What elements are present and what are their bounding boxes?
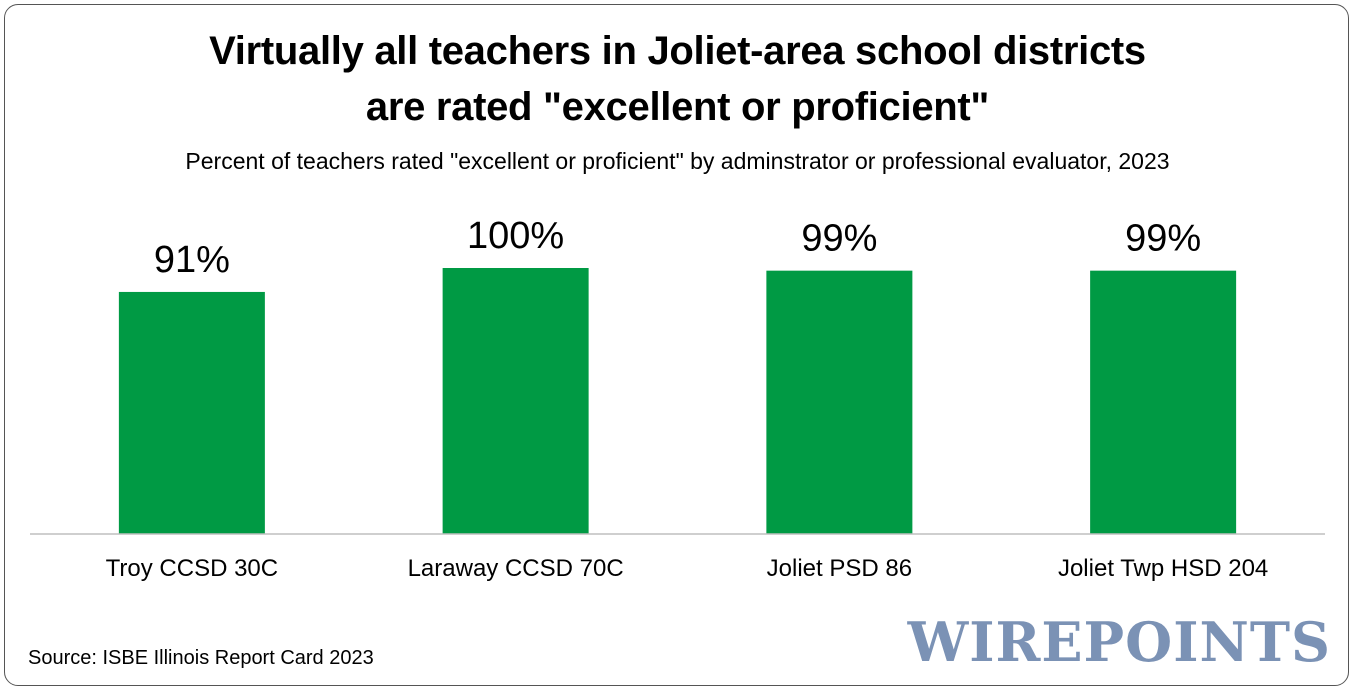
wirepoints-logo: WIREPOINTS — [907, 610, 1331, 674]
data-label: 91% — [154, 239, 230, 281]
chart-title-line-2: are rated "excellent or proficient" — [365, 85, 990, 129]
data-label: 100% — [467, 215, 564, 257]
source-note: Source: ISBE Illinois Report Card 2023 — [28, 647, 374, 669]
category-label: Laraway CCSD 70C — [408, 555, 624, 582]
category-label: Joliet PSD 86 — [767, 555, 912, 582]
bar — [766, 270, 913, 534]
category-label: Troy CCSD 30C — [106, 555, 278, 582]
bar — [1090, 270, 1237, 534]
data-label: 99% — [1125, 218, 1201, 260]
data-label: 99% — [801, 218, 877, 260]
bar — [442, 268, 589, 534]
category-label: Joliet Twp HSD 204 — [1058, 555, 1268, 582]
chart-subtitle: Percent of teachers rated "excellent or … — [185, 148, 1170, 174]
chart-title-line-1: Virtually all teachers in Joliet-area sc… — [209, 29, 1146, 73]
bar — [118, 291, 265, 534]
